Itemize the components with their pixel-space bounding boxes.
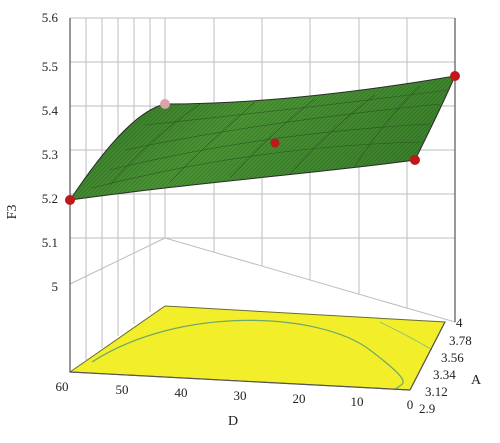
a-tick-label: 3.12 xyxy=(425,384,448,399)
z-axis: 5.6 5.5 5.4 5.3 5.2 5.1 5 F3 xyxy=(5,10,59,294)
d-tick-label: 0 xyxy=(407,397,414,412)
design-points xyxy=(65,71,460,205)
z-tick-label: 5.2 xyxy=(42,191,58,206)
design-point xyxy=(160,99,170,109)
design-point xyxy=(270,138,280,148)
z-tick-label: 5.4 xyxy=(42,103,59,118)
design-point xyxy=(410,155,420,165)
design-point xyxy=(450,71,460,81)
d-tick-label: 10 xyxy=(351,394,364,409)
a-tick-label: 2.9 xyxy=(419,401,435,416)
a-axis-title: A xyxy=(471,373,482,388)
d-tick-label: 50 xyxy=(116,382,129,397)
d-axis: 60 50 40 30 20 10 0 D xyxy=(56,379,414,429)
z-tick-label: 5.1 xyxy=(42,235,58,250)
d-tick-label: 60 xyxy=(56,379,69,394)
d-tick-label: 30 xyxy=(234,388,247,403)
floor-contour xyxy=(68,305,446,391)
a-tick-label: 3.56 xyxy=(441,350,464,365)
z-tick-label: 5.6 xyxy=(42,10,59,25)
d-tick-label: 20 xyxy=(293,391,306,406)
a-axis: 4 3.78 3.56 3.34 3.12 2.9 A xyxy=(419,315,482,416)
z-tick-label: 5 xyxy=(52,279,59,294)
z-axis-title: F3 xyxy=(5,205,20,220)
a-tick-label: 4 xyxy=(456,315,463,330)
a-tick-label: 3.34 xyxy=(433,367,456,382)
d-tick-label: 40 xyxy=(175,385,188,400)
z-tick-label: 5.3 xyxy=(42,147,58,162)
design-point xyxy=(65,195,75,205)
a-tick-label: 3.78 xyxy=(449,333,472,348)
z-tick-label: 5.5 xyxy=(42,59,58,74)
d-axis-title: D xyxy=(228,414,238,429)
